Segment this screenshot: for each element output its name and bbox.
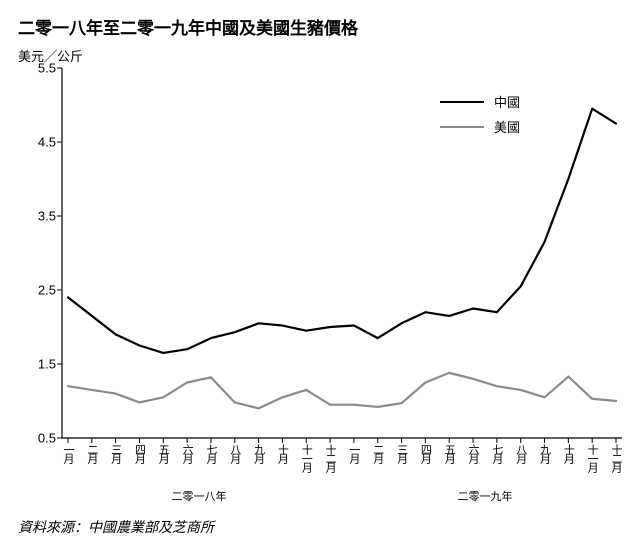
x-tick-label: 八月	[513, 438, 529, 462]
x-tick-label: 十月	[274, 438, 290, 462]
x-tick-label: 九月	[537, 438, 553, 462]
legend-swatch	[440, 101, 484, 103]
x-tick-label: 七月	[203, 438, 219, 462]
x-tick-label: 九月	[251, 438, 267, 462]
x-tick-label: 六月	[465, 438, 481, 462]
legend-label: 中國	[494, 92, 520, 111]
chart-container: 二零一八年至二零一九年中國及美國生豬價格 美元╱公斤 0.51.52.53.54…	[0, 0, 640, 549]
x-tick-label: 一月	[346, 438, 362, 462]
legend: 中國美國	[440, 92, 520, 142]
x-tick-label: 三月	[394, 438, 410, 462]
legend-item-usa: 美國	[440, 117, 520, 136]
year-group-label: 二零一九年	[457, 488, 512, 504]
chart-title: 二零一八年至二零一九年中國及美國生豬價格	[18, 14, 358, 39]
x-tick-label: 七月	[489, 438, 505, 462]
y-tick-label: 2.5	[38, 283, 62, 298]
y-tick-label: 0.5	[38, 431, 62, 446]
x-tick-label: 六月	[179, 438, 195, 462]
source-note: 資料來源：中國農業部及芝商所	[18, 517, 214, 537]
legend-swatch	[440, 126, 484, 128]
x-tick-label: 一月	[60, 438, 76, 462]
chart-svg	[62, 68, 622, 438]
x-tick-label: 五月	[155, 438, 171, 462]
x-tick-label: 四月	[131, 438, 147, 462]
legend-item-china: 中國	[440, 92, 520, 111]
x-tick-label: 十二月	[322, 438, 338, 471]
x-tick-label: 二月	[370, 438, 386, 462]
x-tick-label: 八月	[227, 438, 243, 462]
x-tick-label: 十月	[560, 438, 576, 462]
year-group-label: 二零一八年	[172, 488, 227, 504]
x-tick-label: 五月	[441, 438, 457, 462]
x-tick-label: 四月	[417, 438, 433, 462]
plot-area: 0.51.52.53.54.55.5一月二月三月四月五月六月七月八月九月十月十一…	[62, 68, 622, 438]
y-tick-label: 4.5	[38, 135, 62, 150]
y-tick-label: 5.5	[38, 61, 62, 76]
x-tick-label: 十一月	[298, 438, 314, 471]
y-tick-label: 1.5	[38, 357, 62, 372]
x-tick-label: 十一月	[584, 438, 600, 471]
x-tick-label: 二月	[84, 438, 100, 462]
x-tick-label: 三月	[108, 438, 124, 462]
x-tick-label: 十二月	[608, 438, 624, 471]
y-tick-label: 3.5	[38, 209, 62, 224]
legend-label: 美國	[494, 117, 520, 136]
